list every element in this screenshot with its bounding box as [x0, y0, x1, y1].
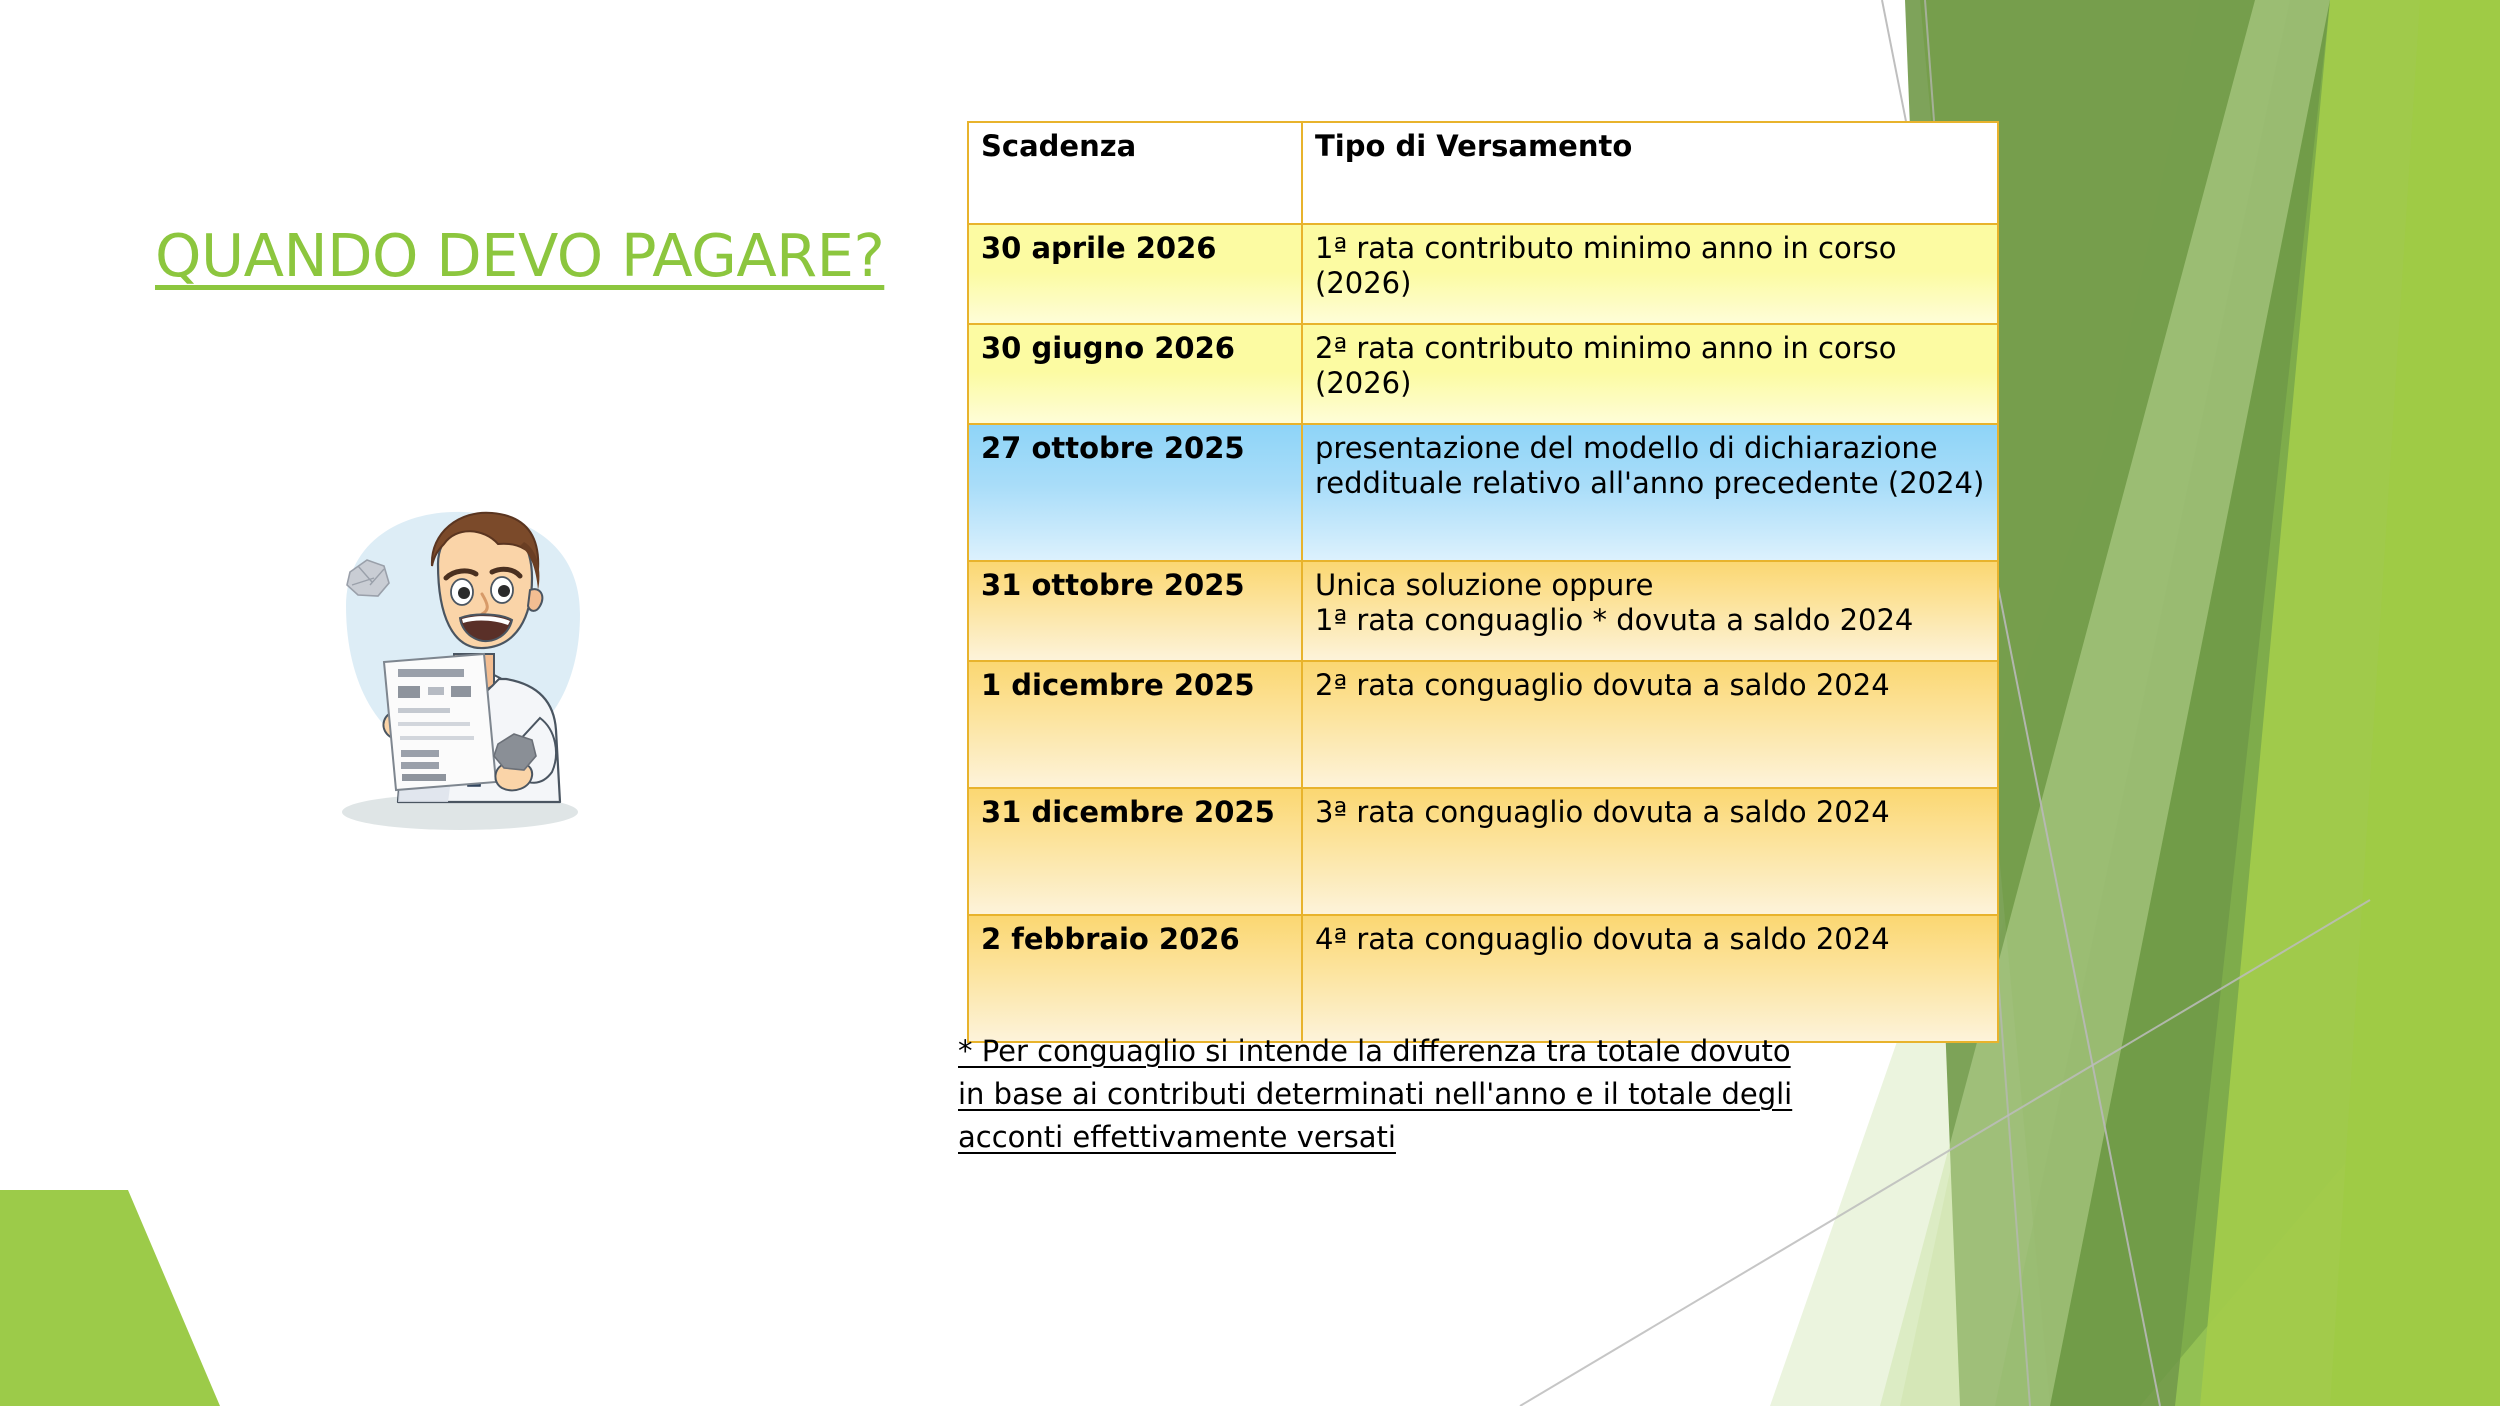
- cell-tipo-versamento: 3ª rata conguaglio dovuta a saldo 2024: [1301, 787, 1999, 916]
- crumpled-paper-in-hand: [493, 733, 537, 771]
- table-row: 31 ottobre 2025 Unica soluzione oppure 1…: [967, 560, 1999, 662]
- teeth: [462, 616, 510, 625]
- nose: [480, 592, 489, 616]
- page-title: QUANDO DEVO PAGARE?: [155, 225, 915, 287]
- invoice-row-3: [451, 686, 471, 697]
- pupil-left: [458, 587, 470, 599]
- page-title-text: QUANDO DEVO PAGARE?: [155, 221, 885, 290]
- table-row: 30 aprile 2026 1ª rata contributo minimo…: [967, 223, 1999, 325]
- cell-scadenza: 30 aprile 2026: [967, 223, 1303, 325]
- eyebrow-left: [443, 568, 479, 581]
- footnote-line: acconti effettivamente versati: [958, 1119, 1396, 1154]
- invoice-row-1: [398, 686, 420, 698]
- invoice-row-5: [398, 722, 470, 726]
- cartoon-man-holding-invoice-illustration: [342, 511, 580, 830]
- table-row: 27 ottobre 2025 presentazione del modell…: [967, 423, 1999, 562]
- footnote-block: * Per conguaglio si intende la differenz…: [958, 1030, 1978, 1159]
- invoice-row-2: [428, 687, 444, 695]
- cell-tipo-versamento: 2ª rata contributo minimo anno in corso …: [1301, 323, 1999, 425]
- pupil-right: [498, 585, 510, 597]
- column-header-scadenza: Scadenza: [967, 121, 1303, 225]
- table-header-row: Scadenza Tipo di Versamento: [967, 121, 1999, 225]
- hair-side: [520, 542, 540, 590]
- ear: [526, 588, 544, 612]
- invoice-title-line: [398, 669, 464, 677]
- cell-scadenza: 1 dicembre 2025: [967, 660, 1303, 789]
- footnote-line: * Per conguaglio si intende la differenz…: [958, 1034, 1791, 1068]
- green-shape-mid-1: [1920, 0, 2500, 1406]
- table-row: 2 febbraio 2026 4ª rata conguaglio dovut…: [967, 914, 1999, 1043]
- invoice-row-9: [402, 774, 446, 781]
- green-wedge-bottom-left: [0, 1190, 220, 1406]
- table-row: 1 dicembre 2025 2ª rata conguaglio dovut…: [967, 660, 1999, 789]
- column-header-tipo-versamento: Tipo di Versamento: [1301, 121, 1999, 225]
- cell-tipo-versamento: 1ª rata contributo minimo anno in corso …: [1301, 223, 1999, 325]
- green-shape-bright-2: [2330, 0, 2500, 1406]
- payment-schedule-table: Scadenza Tipo di Versamento 30 aprile 20…: [967, 121, 1999, 1043]
- invoice-row-4: [398, 708, 450, 713]
- cell-tipo-versamento: presentazione del modello di dichiarazio…: [1301, 423, 1999, 562]
- footnote-line: in base ai contributi determinati nell'a…: [958, 1076, 1793, 1111]
- crumpled-paper-creases: [351, 565, 385, 586]
- green-shape-bright-1: [2200, 0, 2500, 1406]
- cell-tipo-versamento: Unica soluzione oppure 1ª rata conguagli…: [1301, 560, 1999, 662]
- invoice-row-8: [401, 762, 439, 769]
- invoice-row-7: [401, 750, 439, 757]
- eyebrow-right: [489, 566, 523, 579]
- table-row: 30 giugno 2026 2ª rata contributo minimo…: [967, 323, 1999, 425]
- cell-scadenza: 31 dicembre 2025: [967, 787, 1303, 916]
- cell-scadenza: 2 febbraio 2026: [967, 914, 1303, 1043]
- cell-scadenza: 31 ottobre 2025: [967, 560, 1303, 662]
- cell-tipo-versamento: 2ª rata conguaglio dovuta a saldo 2024: [1301, 660, 1999, 789]
- cell-tipo-versamento: 4ª rata conguaglio dovuta a saldo 2024: [1301, 914, 1999, 1043]
- cell-scadenza: 30 giugno 2026: [967, 323, 1303, 425]
- table-row: 31 dicembre 2025 3ª rata conguaglio dovu…: [967, 787, 1999, 916]
- green-shape-dark-2: [1995, 0, 2500, 1406]
- invoice-row-6: [400, 736, 474, 740]
- cell-scadenza: 27 ottobre 2025: [967, 423, 1303, 562]
